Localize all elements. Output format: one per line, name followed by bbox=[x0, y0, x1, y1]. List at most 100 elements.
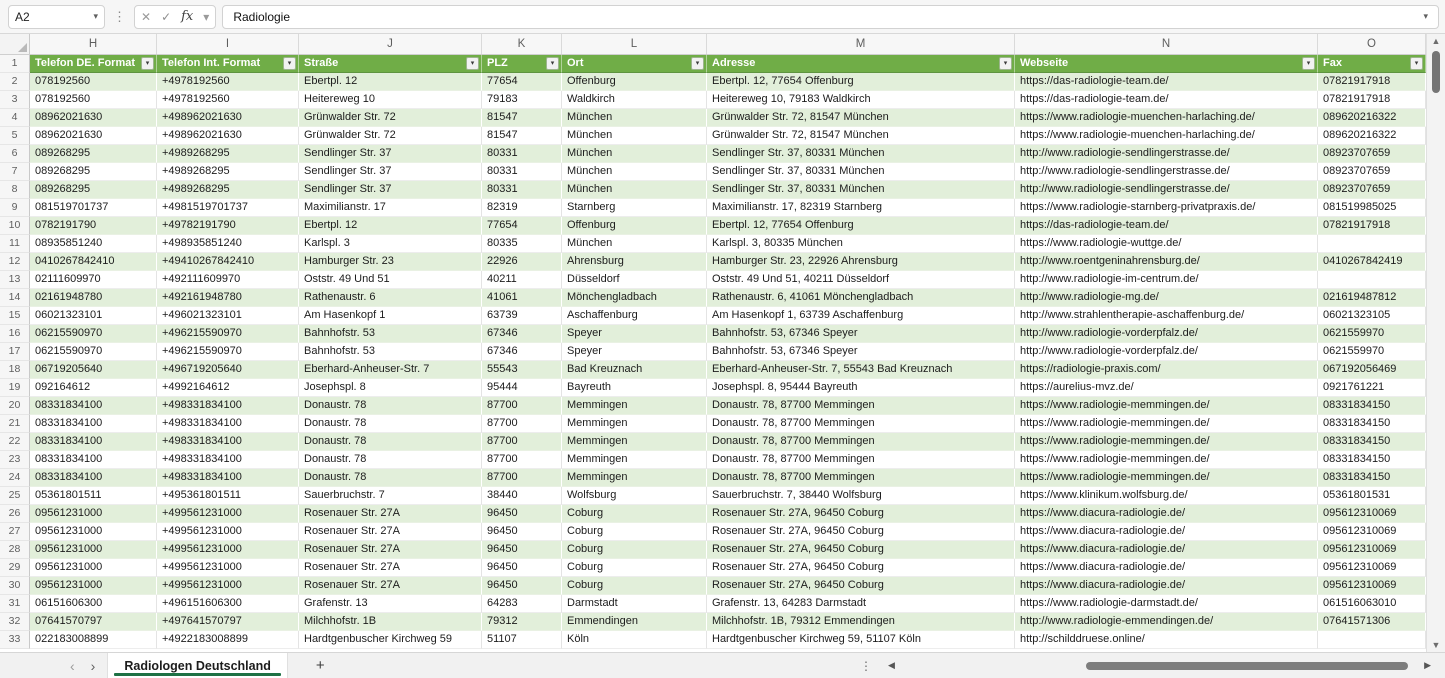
cell[interactable]: +49410267842410 bbox=[157, 253, 299, 271]
column-header-n[interactable]: N bbox=[1015, 34, 1318, 54]
cell[interactable]: +496215590970 bbox=[157, 343, 299, 361]
cell[interactable]: 07821917918 bbox=[1318, 217, 1426, 235]
cell[interactable] bbox=[1318, 271, 1426, 289]
cell[interactable]: +496215590970 bbox=[157, 325, 299, 343]
cell[interactable]: https://www.diacura-radiologie.de/ bbox=[1015, 577, 1318, 595]
cell[interactable]: 0621559970 bbox=[1318, 343, 1426, 361]
cell[interactable]: 80335 bbox=[482, 235, 562, 253]
cell[interactable]: 06215590970 bbox=[30, 343, 157, 361]
cell[interactable]: 061516063010 bbox=[1318, 595, 1426, 613]
cell[interactable]: Sendlinger Str. 37 bbox=[299, 145, 482, 163]
cell[interactable]: Donaustr. 78 bbox=[299, 397, 482, 415]
cell[interactable]: +492161948780 bbox=[157, 289, 299, 307]
cell[interactable]: +496719205640 bbox=[157, 361, 299, 379]
cell[interactable]: 08331834150 bbox=[1318, 433, 1426, 451]
cell[interactable]: Josephspl. 8, 95444 Bayreuth bbox=[707, 379, 1015, 397]
previous-sheet-icon[interactable]: ‹ bbox=[70, 657, 75, 674]
cell[interactable]: 06215590970 bbox=[30, 325, 157, 343]
cell[interactable]: 021619487812 bbox=[1318, 289, 1426, 307]
column-header-k[interactable]: K bbox=[482, 34, 562, 54]
cell[interactable]: 08331834150 bbox=[1318, 451, 1426, 469]
cell[interactable]: 08923707659 bbox=[1318, 163, 1426, 181]
row-number[interactable]: 17 bbox=[0, 343, 30, 361]
cell[interactable]: Maximilianstr. 17 bbox=[299, 199, 482, 217]
cell[interactable]: 08331834100 bbox=[30, 433, 157, 451]
cell[interactable]: Offenburg bbox=[562, 217, 707, 235]
cell[interactable]: 089268295 bbox=[30, 163, 157, 181]
header-cell[interactable]: Webseite ▾ bbox=[1015, 55, 1318, 73]
cell[interactable]: 96450 bbox=[482, 505, 562, 523]
cancel-icon[interactable]: ✕ bbox=[141, 9, 152, 24]
row-number[interactable]: 13 bbox=[0, 271, 30, 289]
cell[interactable]: 095612310069 bbox=[1318, 523, 1426, 541]
cell[interactable]: Donaustr. 78 bbox=[299, 469, 482, 487]
cell[interactable]: 09561231000 bbox=[30, 541, 157, 559]
cell[interactable]: 09561231000 bbox=[30, 505, 157, 523]
cell[interactable]: Ebertpl. 12, 77654 Offenburg bbox=[707, 73, 1015, 91]
cell[interactable]: +498331834100 bbox=[157, 469, 299, 487]
row-number[interactable]: 22 bbox=[0, 433, 30, 451]
cell[interactable]: Eberhard-Anheuser-Str. 7 bbox=[299, 361, 482, 379]
cell[interactable]: +4922183008899 bbox=[157, 631, 299, 649]
cell[interactable]: 08923707659 bbox=[1318, 181, 1426, 199]
cell[interactable]: 05361801531 bbox=[1318, 487, 1426, 505]
row-number[interactable]: 7 bbox=[0, 163, 30, 181]
next-sheet-icon[interactable]: › bbox=[90, 657, 96, 674]
cell[interactable]: https://www.diacura-radiologie.de/ bbox=[1015, 523, 1318, 541]
cell[interactable]: 51107 bbox=[482, 631, 562, 649]
cell[interactable]: Maximilianstr. 17, 82319 Starnberg bbox=[707, 199, 1015, 217]
cell[interactable]: Rosenauer Str. 27A bbox=[299, 523, 482, 541]
cell[interactable]: +499561231000 bbox=[157, 577, 299, 595]
cell[interactable]: 87700 bbox=[482, 415, 562, 433]
cell[interactable]: https://www.radiologie-wuttge.de/ bbox=[1015, 235, 1318, 253]
cell[interactable]: +4978192560 bbox=[157, 91, 299, 109]
cell[interactable]: Rosenauer Str. 27A, 96450 Coburg bbox=[707, 559, 1015, 577]
cell[interactable]: Düsseldorf bbox=[562, 271, 707, 289]
row-number[interactable]: 1 bbox=[0, 55, 30, 73]
cell[interactable]: http://www.roentgeninahrensburg.de/ bbox=[1015, 253, 1318, 271]
cell[interactable]: Donaustr. 78 bbox=[299, 451, 482, 469]
cell[interactable]: 02111609970 bbox=[30, 271, 157, 289]
cell[interactable]: 095612310069 bbox=[1318, 541, 1426, 559]
scroll-up-icon[interactable]: ▲ bbox=[1431, 36, 1441, 46]
cell[interactable]: München bbox=[562, 235, 707, 253]
row-number[interactable]: 16 bbox=[0, 325, 30, 343]
cell[interactable]: Memmingen bbox=[562, 433, 707, 451]
cell[interactable]: 07821917918 bbox=[1318, 91, 1426, 109]
cell[interactable]: Coburg bbox=[562, 505, 707, 523]
cell[interactable]: 87700 bbox=[482, 433, 562, 451]
cell[interactable]: https://www.diacura-radiologie.de/ bbox=[1015, 559, 1318, 577]
cell[interactable]: 87700 bbox=[482, 469, 562, 487]
cell[interactable]: Hardtgenbuscher Kirchweg 59, 51107 Köln bbox=[707, 631, 1015, 649]
cell[interactable]: Rosenauer Str. 27A, 96450 Coburg bbox=[707, 577, 1015, 595]
cell[interactable]: 08331834100 bbox=[30, 415, 157, 433]
cell[interactable]: Bahnhofstr. 53 bbox=[299, 343, 482, 361]
cell[interactable]: Rosenauer Str. 27A, 96450 Coburg bbox=[707, 523, 1015, 541]
cell[interactable]: 81547 bbox=[482, 109, 562, 127]
row-number[interactable]: 29 bbox=[0, 559, 30, 577]
cell[interactable]: Grünwalder Str. 72 bbox=[299, 109, 482, 127]
cell[interactable]: München bbox=[562, 109, 707, 127]
column-header-m[interactable]: M bbox=[707, 34, 1015, 54]
cell[interactable]: +496151606300 bbox=[157, 595, 299, 613]
cell[interactable]: https://www.radiologie-memmingen.de/ bbox=[1015, 451, 1318, 469]
cell[interactable]: Memmingen bbox=[562, 415, 707, 433]
cell[interactable]: Memmingen bbox=[562, 397, 707, 415]
cell[interactable]: Coburg bbox=[562, 541, 707, 559]
row-number[interactable]: 26 bbox=[0, 505, 30, 523]
cell[interactable]: 79183 bbox=[482, 91, 562, 109]
cell[interactable]: München bbox=[562, 127, 707, 145]
cell[interactable]: +4989268295 bbox=[157, 163, 299, 181]
cell[interactable]: 22926 bbox=[482, 253, 562, 271]
row-number[interactable]: 4 bbox=[0, 109, 30, 127]
select-all-corner[interactable] bbox=[0, 34, 30, 54]
filter-dropdown-icon[interactable]: ▾ bbox=[466, 57, 479, 70]
cell[interactable]: 095612310069 bbox=[1318, 505, 1426, 523]
row-number[interactable]: 25 bbox=[0, 487, 30, 505]
cell[interactable]: Bahnhofstr. 53 bbox=[299, 325, 482, 343]
cell[interactable]: 081519985025 bbox=[1318, 199, 1426, 217]
cell[interactable]: 64283 bbox=[482, 595, 562, 613]
cell[interactable]: 078192560 bbox=[30, 73, 157, 91]
scroll-right-icon[interactable]: ▶ bbox=[1424, 660, 1431, 670]
add-sheet-button[interactable]: + bbox=[315, 657, 325, 674]
